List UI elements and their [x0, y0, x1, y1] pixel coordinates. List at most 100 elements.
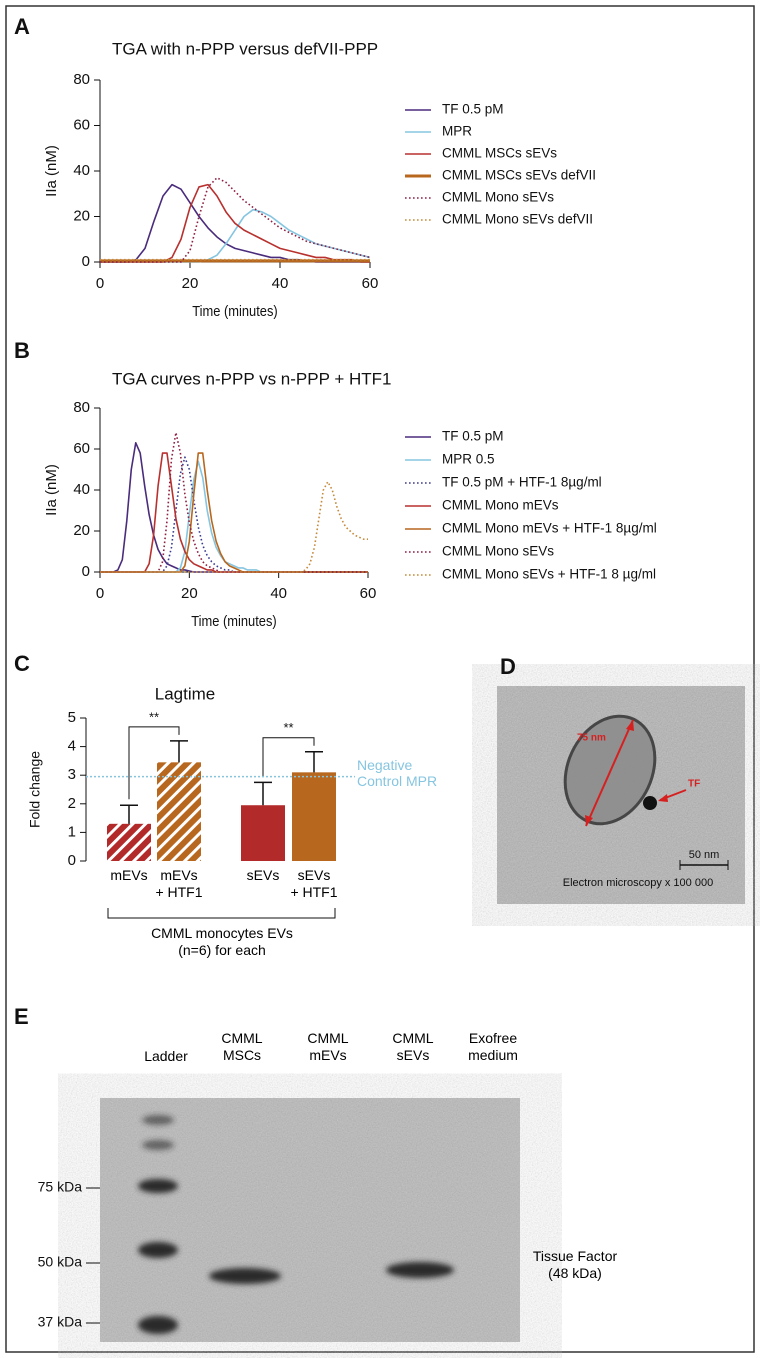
y-axis-label: IIa (nM)	[43, 145, 60, 197]
arrow-head	[658, 794, 668, 802]
marker-label: 50 kDa	[38, 1254, 83, 1270]
chart-title: TGA with n-PPP versus defVII-PPP	[112, 39, 378, 58]
y-tick-label: 1	[68, 823, 76, 840]
series-line	[100, 183, 370, 263]
annotation: TF	[688, 779, 700, 790]
legend-label: TF 0.5 pM	[442, 429, 504, 444]
lane-label: CMML mEVs	[307, 1030, 349, 1063]
x-tick-label: 60	[362, 275, 379, 292]
panel-label: D	[500, 654, 516, 679]
y-axis-label: Fold change	[27, 751, 43, 828]
legend-label: CMML Mono mEVs + HTF-1 8µg/ml	[442, 521, 657, 536]
x-tick-label: mEVs	[110, 867, 148, 883]
figure-border	[5, 5, 755, 1353]
x-tick-label: 0	[96, 585, 104, 602]
size-arrow	[585, 719, 634, 827]
y-tick-label: 60	[73, 116, 90, 133]
legend-label: CMML MSCs sEVs defVII	[442, 168, 596, 183]
marker-label: 37 kDa	[38, 1314, 83, 1330]
legend-label: CMML Mono sEVs	[442, 190, 554, 205]
y-tick-label: 80	[73, 399, 90, 416]
series-line	[100, 456, 368, 573]
band	[138, 1242, 178, 1258]
band-label: Tissue Factor (48 kDa)	[532, 1248, 618, 1281]
x-tick-label: sEVs	[246, 867, 280, 883]
bar	[241, 805, 285, 861]
series-line	[100, 452, 368, 573]
legend-label: CMML Mono mEVs	[442, 498, 559, 513]
y-axis-label: IIa (nM)	[43, 464, 60, 516]
legend-label: CMML MSCs sEVs	[442, 146, 557, 161]
group-bracket	[107, 908, 336, 919]
legend-label: CMML Mono sEVs	[442, 544, 554, 559]
band	[138, 1179, 178, 1193]
reference-label: Negative Control MPR	[357, 756, 438, 790]
error-bar	[120, 804, 138, 824]
caption: Electron microscopy x 100 000	[563, 877, 713, 889]
scale-label: 50 nm	[689, 849, 720, 861]
series-line	[100, 460, 368, 573]
y-tick-label: 5	[68, 709, 76, 726]
significance-label: **	[283, 720, 293, 735]
band	[386, 1262, 454, 1278]
marker-label: 75 kDa	[38, 1179, 83, 1195]
chart-title: TGA curves n-PPP vs n-PPP + HTF1	[112, 369, 392, 388]
y-tick-label: 20	[73, 207, 90, 224]
x-tick-label: sEVs + HTF1	[290, 867, 338, 900]
y-tick-label: 40	[73, 481, 90, 498]
bar	[157, 762, 201, 861]
series-line	[100, 481, 368, 573]
blot-bands	[138, 1115, 454, 1334]
band	[142, 1140, 174, 1150]
error-bar	[305, 750, 323, 773]
series-line	[100, 177, 371, 263]
legend-label: TF 0.5 pM + HTF-1 8µg/ml	[442, 475, 602, 490]
x-axis-label: Time (minutes)	[192, 302, 277, 319]
x-tick-label: 60	[360, 585, 377, 602]
significance-bracket	[262, 737, 315, 777]
bar	[107, 823, 151, 861]
lane-label: CMML sEVs	[392, 1030, 434, 1063]
x-tick-label: 40	[270, 585, 287, 602]
x-tick-label: 20	[182, 275, 199, 292]
y-tick-label: 60	[73, 440, 90, 457]
chart-title: Lagtime	[155, 684, 215, 703]
x-tick-label: 40	[272, 275, 289, 292]
lane-label: CMML MSCs	[221, 1030, 263, 1063]
panel-label: E	[14, 1004, 29, 1029]
y-tick-label: 80	[73, 71, 90, 88]
blot-texture	[100, 1098, 520, 1342]
error-bar	[170, 740, 188, 763]
x-tick-label: mEVs + HTF1	[155, 867, 203, 900]
y-tick-label: 3	[68, 766, 76, 783]
tf-particle	[643, 796, 657, 810]
panel-label: A	[14, 14, 30, 39]
y-tick-label: 0	[68, 852, 76, 869]
band	[138, 1316, 178, 1334]
y-tick-label: 40	[73, 162, 90, 179]
group-label: CMML monocytes EVs (n=6) for each	[151, 925, 293, 958]
band	[142, 1115, 174, 1125]
legend-label: TF 0.5 pM	[442, 102, 504, 117]
lane-label: Exofree medium	[468, 1030, 518, 1063]
lane-label: Ladder	[144, 1048, 188, 1064]
series-line	[100, 442, 368, 573]
x-axis-label: Time (minutes)	[191, 612, 276, 629]
arrow-head	[585, 815, 593, 826]
bar	[292, 772, 336, 861]
x-tick-label: 0	[96, 275, 104, 292]
x-tick-label: 20	[181, 585, 198, 602]
y-tick-label: 20	[73, 522, 90, 539]
series-line	[100, 452, 368, 573]
significance-label: **	[149, 709, 159, 724]
error-bar	[254, 781, 272, 806]
arrow-head	[626, 720, 634, 731]
panel-label: B	[14, 338, 30, 363]
y-tick-label: 0	[82, 253, 90, 270]
y-tick-label: 0	[82, 563, 90, 580]
significance-bracket	[128, 726, 180, 800]
annotation: 75 nm	[577, 733, 606, 744]
legend-label: CMML Mono sEVs defVII	[442, 212, 593, 227]
